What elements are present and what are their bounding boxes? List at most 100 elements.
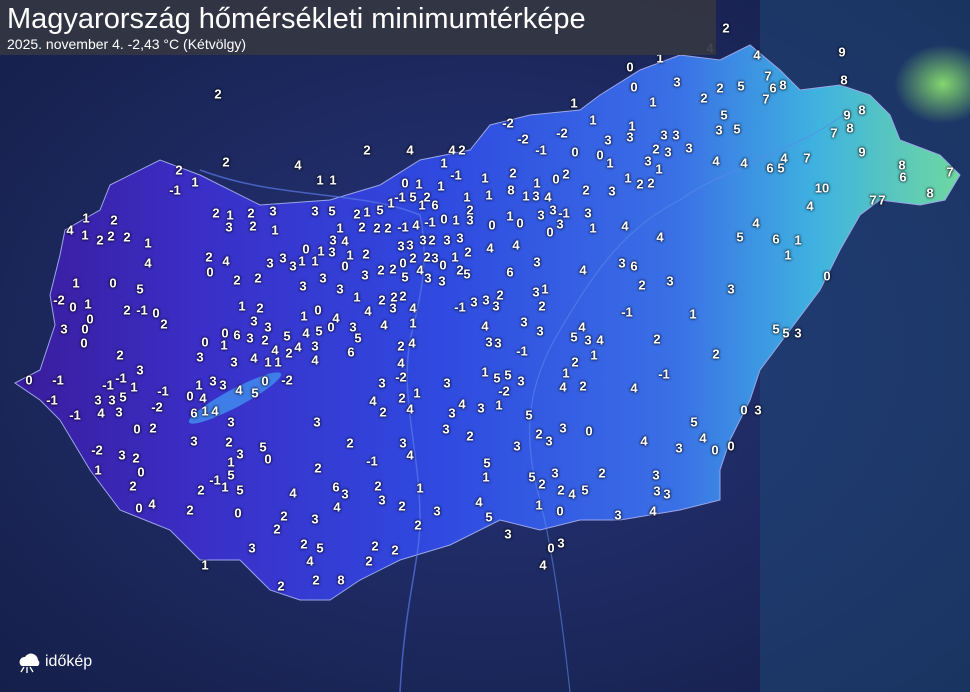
station-temperature: 1	[413, 385, 421, 401]
station-temperature: 8	[779, 77, 787, 93]
station-temperature: 6	[506, 264, 514, 280]
station-temperature: 5	[772, 321, 780, 337]
station-temperature: 4	[649, 503, 657, 519]
station-temperature: 1	[533, 175, 541, 191]
station-temperature: 5	[283, 328, 291, 344]
station-temperature: -1	[535, 142, 547, 158]
station-temperature: 3	[794, 325, 802, 341]
station-temperature: 5	[483, 455, 491, 471]
station-temperature: 2	[428, 232, 436, 248]
station-temperature: 3	[618, 255, 626, 271]
station-temperature: 6	[630, 258, 638, 274]
station-temperature: 3	[230, 354, 238, 370]
station-temperature: 2	[509, 165, 517, 181]
station-temperature: 3	[517, 373, 525, 389]
station-temperature: 1	[655, 161, 663, 177]
station-temperature: 1	[589, 112, 597, 128]
station-temperature: 3	[685, 140, 693, 156]
station-temperature: 2	[579, 378, 587, 394]
station-temperature: 3	[190, 433, 198, 449]
station-temperature: 4	[289, 485, 297, 501]
station-temperature: 0	[206, 264, 214, 280]
station-temperature: 3	[672, 127, 680, 143]
station-temperature: 4	[294, 339, 302, 355]
station-temperature: 2	[379, 404, 387, 420]
station-temperature: 0	[440, 211, 448, 227]
station-temperature: 3	[299, 278, 307, 294]
station-temperature: 1	[570, 95, 578, 111]
station-temperature: 2	[205, 249, 213, 265]
station-temperature: 2	[129, 478, 137, 494]
station-temperature: 3	[378, 375, 386, 391]
station-temperature: 0	[80, 335, 88, 351]
station-temperature: 1	[485, 187, 493, 203]
station-temperature: 2	[247, 205, 255, 221]
station-temperature: 2	[197, 482, 205, 498]
station-temperature: 4	[512, 237, 520, 253]
station-temperature: -1	[102, 377, 114, 393]
station-temperature: 0	[626, 59, 634, 75]
station-temperature: 3	[136, 362, 144, 378]
station-temperature: -1	[52, 372, 64, 388]
station-temperature: -2	[151, 399, 163, 415]
station-temperature: 1	[274, 354, 282, 370]
station-temperature: -1	[115, 370, 127, 386]
station-temperature: 4	[412, 217, 420, 233]
station-temperature: 4	[408, 335, 416, 351]
station-temperature: 4	[380, 317, 388, 333]
station-temperature: 8	[898, 157, 906, 173]
station-temperature: 2	[363, 142, 371, 158]
station-temperature: 2	[652, 141, 660, 157]
station-temperature: 0	[516, 215, 524, 231]
station-temperature: 1	[220, 337, 228, 353]
station-temperature: 3	[248, 540, 256, 556]
station-temperature: 0	[740, 402, 748, 418]
station-temperature: 0	[135, 500, 143, 516]
station-temperature: 5	[259, 439, 267, 455]
station-temperature: 1	[201, 403, 209, 419]
station-temperature: -2	[498, 383, 510, 399]
station-temperature: -1	[136, 302, 148, 318]
station-temperature: 1	[481, 170, 489, 186]
station-temperature: 4	[211, 403, 219, 419]
station-temperature: 2	[353, 206, 361, 222]
station-temperature: -2	[556, 125, 568, 141]
station-temperature: 0	[81, 321, 89, 337]
station-temperature: 0	[439, 257, 447, 273]
station-temperature: 1	[300, 308, 308, 324]
station-temperature: 7	[878, 192, 886, 208]
station-temperature: 1	[144, 235, 152, 251]
station-temperature: 2	[273, 521, 281, 537]
station-temperature: 1	[81, 227, 89, 243]
station-temperature: 3	[196, 349, 204, 365]
station-temperature: 3	[336, 281, 344, 297]
station-temperature: 2	[116, 347, 124, 363]
station-temperature: 2	[214, 86, 222, 102]
station-temperature: 2	[314, 460, 322, 476]
station-temperature: 4	[271, 342, 279, 358]
station-temperature: 2	[374, 478, 382, 494]
station-temperature: 2	[538, 476, 546, 492]
station-temperature: 8	[840, 72, 848, 88]
station-temperature: 4	[66, 222, 74, 238]
station-temperature: 3	[537, 207, 545, 223]
station-temperature: 3	[492, 298, 500, 314]
station-temperature: 1	[353, 289, 361, 305]
station-temperature: 0	[571, 144, 579, 160]
station-temperature: 4	[406, 401, 414, 417]
station-temperature: 4	[621, 218, 629, 234]
station-temperature: 5	[690, 414, 698, 430]
station-temperature: 1	[590, 347, 598, 363]
station-temperature: 2	[582, 182, 590, 198]
station-temperature: 3	[279, 250, 287, 266]
station-temperature: 6	[332, 479, 340, 495]
station-temperature: 4	[740, 155, 748, 171]
station-temperature: 2	[256, 300, 264, 316]
station-temperature: 2	[456, 262, 464, 278]
station-temperature: 8	[507, 182, 515, 198]
station-temperature: 0	[327, 319, 335, 335]
station-temperature: 3	[673, 74, 681, 90]
page-title: Magyarország hőmérsékleti minimumtérképe	[7, 3, 586, 35]
station-temperature: 3	[209, 373, 217, 389]
station-temperature: 3	[225, 219, 233, 235]
